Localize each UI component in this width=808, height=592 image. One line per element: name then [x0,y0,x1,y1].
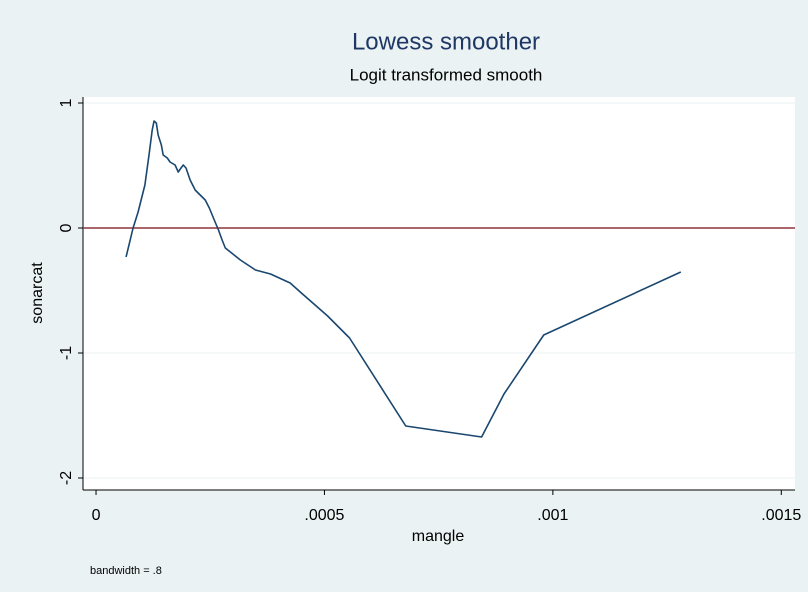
note: bandwidth = .8 [90,565,162,577]
data-line [125,120,682,438]
y-tick-label: 0 [58,223,75,232]
x-tick-label: .0005 [304,507,344,524]
x-tick-label: .0015 [761,507,801,524]
chart-title: Lowess smoother [352,28,540,55]
x-tick-label: .001 [537,507,568,524]
x-axis-label: mangle [412,528,465,545]
y-axis-label: sonarcat [29,262,46,324]
y-tick-label: 1 [58,98,75,107]
chart-subtitle: Logit transformed smooth [350,65,543,84]
plot-area [83,97,795,490]
x-tick-label: 0 [92,507,101,524]
y-tick-label: -2 [58,471,75,485]
y-tick-label: -1 [58,346,75,360]
